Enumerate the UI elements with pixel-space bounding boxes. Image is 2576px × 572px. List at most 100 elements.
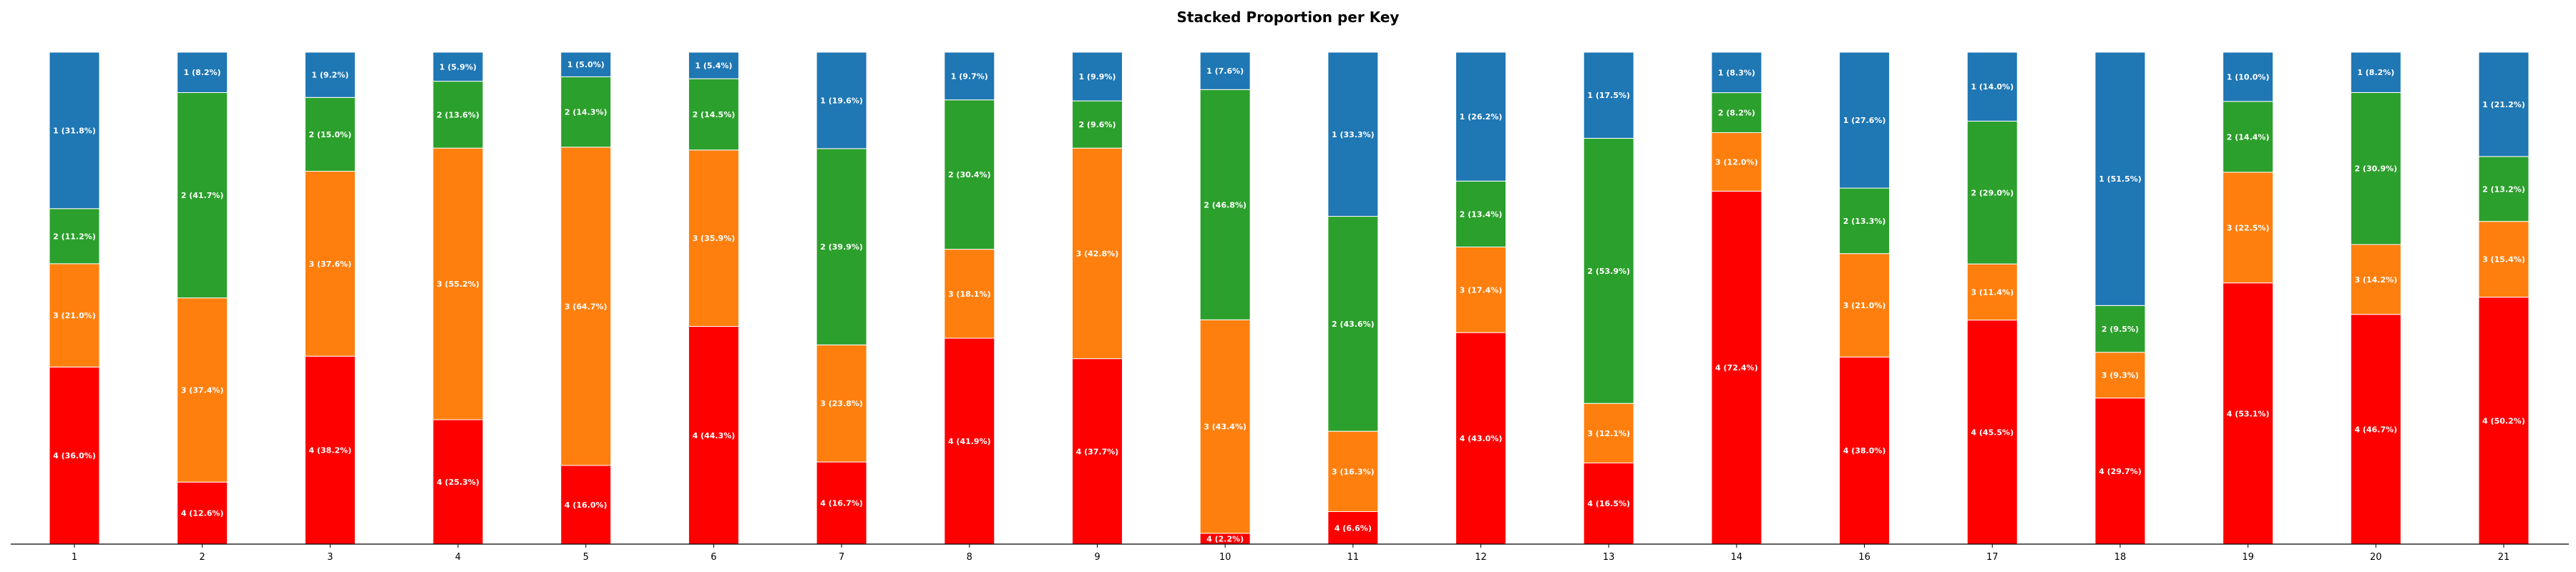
x-tick-label-11: 11 xyxy=(1347,552,1360,563)
segment-label-key-2-series-4: 4 (12.6%) xyxy=(181,509,224,518)
segment-label-key-12-series-1: 1 (26.2%) xyxy=(1460,112,1503,122)
segment-label-key-13-series-4: 4 (16.5%) xyxy=(1587,499,1630,508)
segment-label-key-1-series-1: 1 (31.8%) xyxy=(53,126,96,135)
bar-segment-key-6-series-1 xyxy=(688,51,739,79)
bar-segment-key-3-series-3 xyxy=(304,170,356,357)
segment-label-key-13-series-2: 2 (53.9%) xyxy=(1587,267,1630,276)
bar-segment-key-17-series-3 xyxy=(1966,263,2018,321)
segment-label-key-4-series-3: 3 (55.2%) xyxy=(436,280,479,289)
x-tick-label-14: 14 xyxy=(1731,552,1743,563)
bar-segment-key-7-series-4 xyxy=(816,461,867,545)
x-axis: 1 2 3 4 5 6 7 8 9 10 11 12 13 14 16 17 18 19 20 21 xyxy=(11,543,2569,563)
x-tick-label-2: 2 xyxy=(200,552,205,563)
bar-segment-key-21-series-1 xyxy=(2478,51,2529,157)
bar-segment-key-4-series-4 xyxy=(432,419,484,545)
x-tick-label-20: 20 xyxy=(2370,552,2382,563)
segment-label-key-7-series-3: 3 (23.8%) xyxy=(820,399,863,408)
x-tick-label-7: 7 xyxy=(839,552,844,563)
segment-label-key-12-series-3: 3 (17.4%) xyxy=(1460,285,1503,295)
bar-segment-key-18-series-3 xyxy=(2094,352,2146,399)
segment-label-key-3-series-3: 3 (37.6%) xyxy=(309,260,352,269)
segment-label-key-19-series-1: 1 (10.0%) xyxy=(2227,72,2270,82)
segment-label-key-5-series-3: 3 (64.7%) xyxy=(565,302,608,311)
segment-label-key-10-series-3: 3 (43.4%) xyxy=(1204,423,1246,432)
segment-label-key-18-series-1: 1 (51.5%) xyxy=(2099,174,2142,184)
x-tick-label-4: 4 xyxy=(455,552,461,563)
segment-label-key-12-series-2: 2 (13.4%) xyxy=(1460,209,1503,219)
segment-label-key-6-series-4: 4 (44.3%) xyxy=(693,431,736,440)
segment-label-key-9-series-1: 1 (9.9%) xyxy=(1078,72,1116,82)
segment-label-key-20-series-4: 4 (46.7%) xyxy=(2354,425,2397,434)
x-tick-label-17: 17 xyxy=(1986,552,1999,563)
bar-segment-key-19-series-4 xyxy=(2223,282,2274,545)
chart-title: Stacked Proportion per Key xyxy=(1177,9,1400,26)
segment-label-key-17-series-1: 1 (14.0%) xyxy=(1971,82,2014,92)
bar-segment-key-18-series-1 xyxy=(2094,51,2146,306)
segment-label-key-6-series-1: 1 (5.4%) xyxy=(695,61,732,71)
segment-label-key-12-series-4: 4 (43.0%) xyxy=(1460,434,1503,443)
bar-segment-key-21-series-3 xyxy=(2478,221,2529,298)
bar-segment-key-2-series-2 xyxy=(177,92,228,299)
segment-label-key-7-series-2: 2 (39.9%) xyxy=(820,242,863,252)
bar-segment-key-1-series-4 xyxy=(49,366,100,545)
bar-segment-key-19-series-2 xyxy=(2223,101,2274,173)
segment-label-key-21-series-2: 2 (13.2%) xyxy=(2482,184,2525,194)
segment-label-key-8-series-3: 3 (18.1%) xyxy=(948,290,991,299)
bar-segment-key-7-series-2 xyxy=(816,148,867,345)
segment-label-key-7-series-4: 4 (16.7%) xyxy=(820,499,863,508)
segment-label-key-1-series-4: 4 (36.0%) xyxy=(53,451,96,460)
bar-segment-key-13-series-4 xyxy=(1583,462,1634,545)
segment-labels-layer: 4 (36.0%) 3 (21.0%) 2 (11.2%) 1 (31.8%) 4 (1… xyxy=(53,60,2525,543)
segment-label-key-17-series-4: 4 (45.5%) xyxy=(1971,428,2014,437)
bar-segment-key-17-series-2 xyxy=(1966,120,2018,265)
x-tick-label-12: 12 xyxy=(1475,552,1487,563)
segment-label-key-17-series-3: 3 (11.4%) xyxy=(1971,287,2014,297)
x-tick-label-9: 9 xyxy=(1094,552,1100,563)
bar-segment-key-5-series-2 xyxy=(560,76,612,148)
bar-segment-key-11-series-3 xyxy=(1327,430,1379,513)
bar-segment-key-4-series-2 xyxy=(432,81,484,149)
bar-segment-key-20-series-1 xyxy=(2350,51,2401,93)
segment-label-key-2-series-2: 2 (41.7%) xyxy=(181,191,224,200)
segment-label-key-11-series-1: 1 (33.3%) xyxy=(1332,130,1375,139)
segment-label-key-18-series-2: 2 (9.5%) xyxy=(2102,325,2139,334)
segment-label-key-3-series-2: 2 (15.0%) xyxy=(309,130,352,139)
segment-label-key-8-series-2: 2 (30.4%) xyxy=(948,170,991,179)
bar-segment-key-10-series-2 xyxy=(1199,89,1251,320)
bar-segment-key-14-series-1 xyxy=(1711,51,1762,94)
segment-label-key-18-series-3: 3 (9.3%) xyxy=(2102,371,2139,380)
segment-label-key-18-series-4: 4 (29.7%) xyxy=(2099,467,2142,476)
bar-segment-key-21-series-2 xyxy=(2478,156,2529,222)
bar-segment-key-18-series-2 xyxy=(2094,305,2146,353)
segment-label-key-17-series-2: 2 (29.0%) xyxy=(1971,188,2014,197)
segment-label-key-2-series-3: 3 (37.4%) xyxy=(181,385,224,395)
bar-segment-key-5-series-1 xyxy=(560,51,612,77)
segment-label-key-10-series-1: 1 (7.6%) xyxy=(1206,66,1244,76)
x-tick-label-19: 19 xyxy=(2242,552,2254,563)
segment-label-key-16-series-2: 2 (13.3%) xyxy=(1843,217,1886,226)
segment-label-key-16-series-1: 1 (27.6%) xyxy=(1843,116,1886,125)
segment-label-key-6-series-2: 2 (14.5%) xyxy=(693,110,736,119)
bar-segment-key-6-series-4 xyxy=(688,326,739,545)
bar-segment-key-9-series-4 xyxy=(1071,358,1123,545)
bar-segment-key-2-series-1 xyxy=(177,51,228,93)
segment-label-key-3-series-1: 1 (9.2%) xyxy=(311,71,348,80)
bar-segment-key-12-series-1 xyxy=(1455,51,1507,182)
segment-label-key-3-series-4: 4 (38.2%) xyxy=(309,446,352,455)
bar-segment-key-2-series-3 xyxy=(177,297,228,483)
bar-segment-key-9-series-2 xyxy=(1071,100,1123,149)
segment-label-key-14-series-1: 1 (8.3%) xyxy=(1718,68,1755,77)
bar-segment-key-1-series-1 xyxy=(49,51,100,209)
segment-label-key-14-series-4: 4 (72.4%) xyxy=(1715,363,1758,373)
bar-segment-key-8-series-1 xyxy=(944,51,995,101)
segment-label-key-21-series-3: 3 (15.4%) xyxy=(2482,255,2525,265)
bar-segment-key-20-series-4 xyxy=(2350,314,2401,545)
bar-segment-key-17-series-4 xyxy=(1966,320,2018,545)
segment-label-key-14-series-2: 2 (8.2%) xyxy=(1718,109,1755,118)
segment-label-key-14-series-3: 3 (12.0%) xyxy=(1715,157,1758,167)
bar-segment-key-5-series-4 xyxy=(560,465,612,545)
x-tick-label-8: 8 xyxy=(967,552,972,563)
x-tick-label-3: 3 xyxy=(327,552,333,563)
segment-label-key-4-series-2: 2 (13.6%) xyxy=(436,110,479,119)
